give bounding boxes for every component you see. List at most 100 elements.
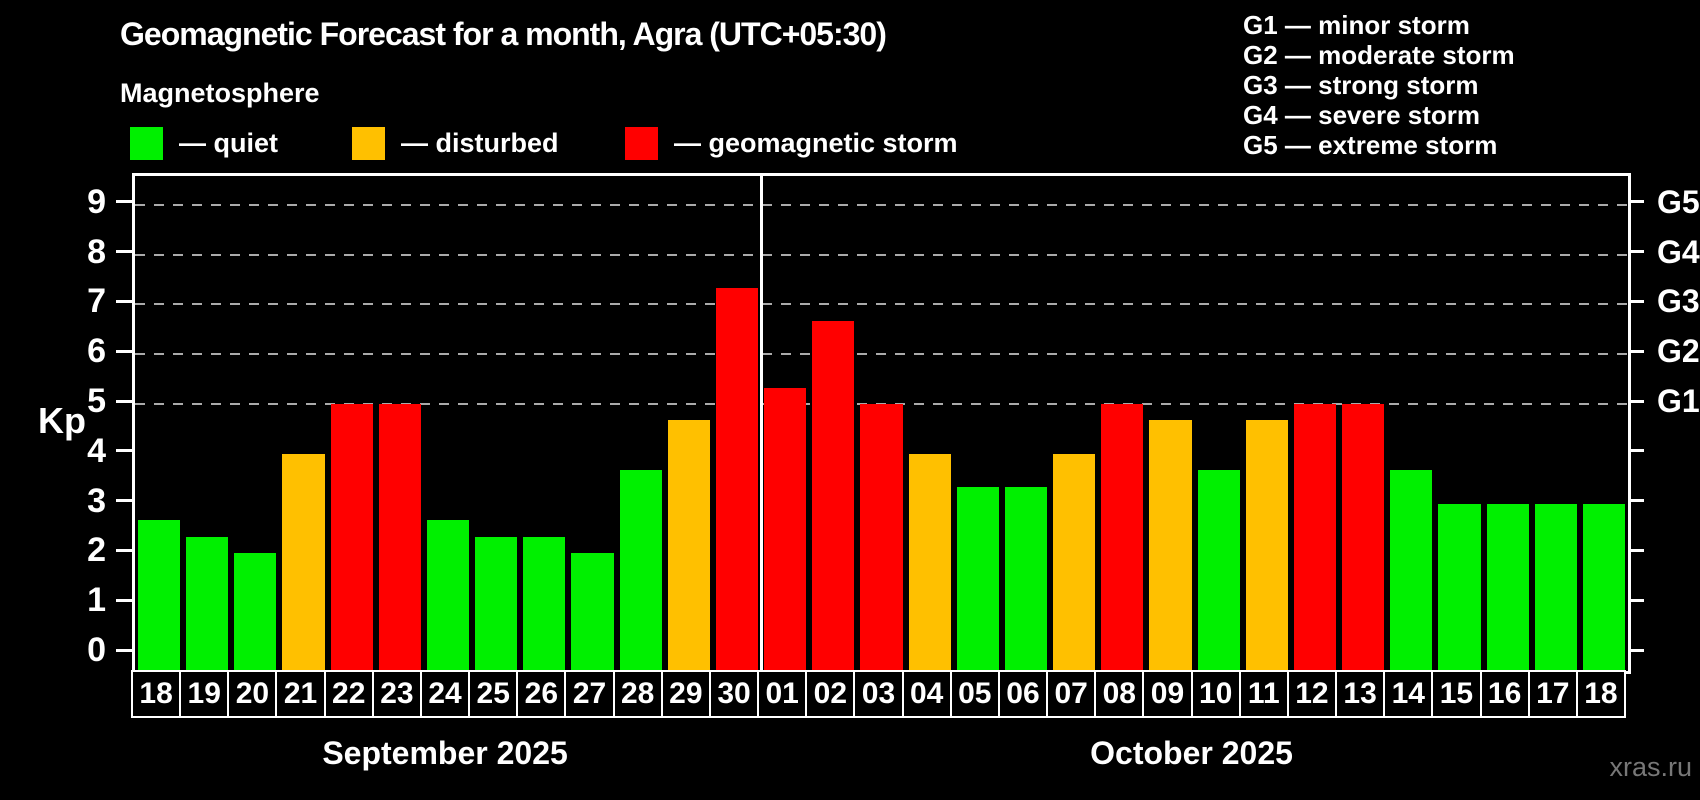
- legend-label: — geomagnetic storm: [674, 127, 958, 158]
- kp-bar: [1438, 503, 1481, 671]
- day-label: 02: [805, 670, 856, 718]
- day-label: 18: [131, 670, 182, 718]
- kp-bar: [1486, 503, 1529, 671]
- day-label: 22: [323, 670, 374, 718]
- kp-bar: [1149, 420, 1192, 671]
- month-label: September 2025: [322, 735, 568, 771]
- kp-bar: [1390, 470, 1433, 671]
- left-axis-tick: [116, 449, 132, 453]
- day-label: 15: [1431, 670, 1482, 718]
- plot-area: [132, 173, 1631, 674]
- day-label: 11: [1238, 670, 1289, 718]
- g-axis-label: G2: [1657, 333, 1700, 370]
- kp-bar: [908, 453, 951, 671]
- day-label: 23: [371, 670, 422, 718]
- kp-bar: [715, 287, 759, 671]
- day-label: 21: [275, 670, 326, 718]
- day-label: 03: [853, 670, 904, 718]
- kp-bar: [234, 553, 277, 671]
- g-axis-label: G3: [1657, 283, 1700, 320]
- legend-swatch-disturbed: [352, 126, 385, 160]
- kp-bar: [1582, 503, 1625, 671]
- legend-swatch-quiet: [130, 126, 163, 160]
- day-label: 30: [708, 670, 760, 718]
- kp-bar: [812, 320, 855, 671]
- g-legend-item: G1 — minor storm: [1243, 10, 1470, 40]
- color-legend: — quiet — disturbed — geomagnetic storm: [0, 126, 1000, 160]
- day-label: 17: [1527, 670, 1578, 718]
- month-divider: [759, 176, 763, 671]
- month-label: October 2025: [1090, 735, 1293, 771]
- left-axis-tick: [116, 250, 132, 254]
- kp-bar: [956, 487, 999, 671]
- left-axis-tick: [116, 349, 132, 353]
- day-label: 29: [660, 670, 711, 718]
- y-axis-label: 3: [87, 481, 106, 520]
- g-scale-legend: G1 — minor storm G2 — moderate storm G3 — …: [1243, 10, 1515, 160]
- left-axis-tick: [116, 399, 132, 403]
- kp-bar: [330, 404, 373, 671]
- g-axis-label: G5: [1657, 183, 1700, 220]
- left-axis-tick: [116, 499, 132, 503]
- day-label: 09: [1142, 670, 1193, 718]
- kp-bar: [1293, 404, 1337, 671]
- y-axis-label: 6: [87, 332, 106, 371]
- g-legend-item: G2 — moderate storm: [1243, 40, 1515, 70]
- gridline: [135, 303, 1628, 306]
- day-label: 26: [516, 670, 567, 718]
- kp-bar: [378, 404, 421, 671]
- gridline: [135, 253, 1628, 256]
- day-label: 20: [227, 670, 278, 718]
- day-label: 28: [612, 670, 663, 718]
- day-label: 27: [564, 670, 615, 718]
- y-axis-label: 1: [87, 581, 106, 620]
- kp-bar: [426, 520, 470, 671]
- kp-bar: [667, 420, 710, 671]
- y-axis-title: Kp: [38, 400, 86, 441]
- day-label: 19: [179, 670, 230, 718]
- gridline: [135, 353, 1628, 356]
- chart-title: Geomagnetic Forecast for a month, Agra (…: [120, 16, 887, 52]
- legend-label: — quiet: [179, 127, 278, 158]
- y-axis-label: 2: [87, 531, 106, 570]
- left-axis-tick: [116, 299, 132, 303]
- day-label: 13: [1335, 670, 1386, 718]
- kp-bar: [475, 536, 518, 671]
- legend-label: — disturbed: [401, 127, 559, 158]
- legend-swatch-storm: [625, 126, 658, 160]
- x-axis-day-row: 18 19 20 21 22 23 24 25 26 27 28 29 30 01 02 03 04 05 06 07…: [131, 670, 1626, 718]
- left-axis-tick: [116, 548, 132, 552]
- day-label: 12: [1286, 670, 1338, 718]
- day-label: 24: [419, 670, 471, 718]
- day-label: 07: [1046, 670, 1097, 718]
- left-axis-tick: [116, 598, 132, 602]
- kp-bar: [619, 470, 662, 671]
- day-label: 06: [997, 670, 1049, 718]
- kp-bar: [1534, 503, 1577, 671]
- kp-bar: [1101, 404, 1144, 671]
- day-label: 04: [901, 670, 952, 718]
- y-axis-label: 9: [87, 182, 106, 221]
- watermark: xras.ru: [1609, 752, 1692, 782]
- day-label: 01: [757, 670, 808, 718]
- kp-bar: [860, 404, 903, 671]
- legend-heading: Magnetosphere: [120, 78, 320, 108]
- kp-bar: [1342, 404, 1385, 671]
- day-label: 08: [1094, 670, 1145, 718]
- g-legend-item: G5 — extreme storm: [1243, 130, 1498, 160]
- day-label: 16: [1479, 670, 1530, 718]
- g-axis-label: G1: [1657, 383, 1700, 419]
- gridline: [135, 203, 1628, 206]
- kp-bar: [523, 536, 566, 671]
- day-label: 18: [1575, 670, 1626, 718]
- g-axis-label: G4: [1657, 233, 1700, 270]
- legend-item-disturbed: — disturbed: [352, 126, 559, 160]
- day-label: 14: [1383, 670, 1434, 718]
- y-axis-label: 7: [87, 282, 106, 321]
- left-axis-tick: [116, 200, 132, 204]
- kp-bar: [138, 520, 181, 671]
- left-axis-tick: [116, 648, 132, 652]
- kp-bar: [1004, 487, 1048, 671]
- y-axis-label: 8: [87, 232, 106, 271]
